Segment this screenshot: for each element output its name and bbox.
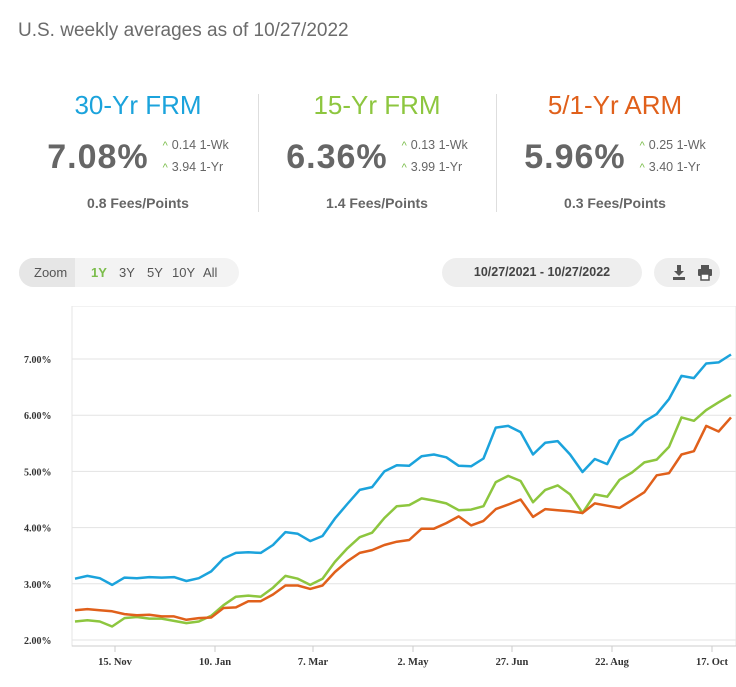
zoom-5y-button[interactable]: 5Y — [147, 265, 163, 280]
print-icon[interactable] — [698, 265, 712, 281]
rate-card-arm: 5/1-Yr ARM 5.96% ^ 0.25 1-Wk ^ 3.40 1-Yr 0… — [496, 90, 734, 211]
zoom-all-button[interactable]: All — [203, 265, 218, 280]
x-tick-label: 10. Jan — [199, 657, 231, 668]
x-tick-label: 27. Jun — [496, 657, 529, 668]
rate-value: 6.36% — [286, 137, 388, 176]
weekly-change: 0.25 1-Wk — [648, 138, 706, 152]
zoom-3y-button[interactable]: 3Y — [119, 265, 135, 280]
y-tick-label: 7.00% — [24, 355, 52, 366]
weekly-change: 0.13 1-Wk — [410, 138, 468, 152]
fees-points: 0.8 Fees/Points — [87, 195, 189, 211]
up-arrow-icon: ^ — [639, 140, 645, 152]
rate-name: 15-Yr FRM — [313, 90, 441, 120]
x-tick-label: 22. Aug — [595, 657, 630, 668]
x-tick-label: 15. Nov — [98, 657, 133, 668]
page-title: U.S. weekly averages as of 10/27/2022 — [18, 20, 349, 41]
download-icon[interactable] — [673, 265, 685, 280]
yearly-change: 3.94 1-Yr — [171, 160, 224, 174]
yearly-change: 3.99 1-Yr — [410, 160, 463, 174]
zoom-1y-button[interactable]: 1Y — [91, 265, 107, 280]
up-arrow-icon: ^ — [401, 140, 407, 152]
x-tick-label: 2. May — [398, 657, 430, 668]
up-arrow-icon: ^ — [162, 140, 168, 152]
y-tick-label: 4.00% — [24, 524, 52, 535]
rate-name: 30-Yr FRM — [74, 90, 202, 120]
x-tick-label: 17. Oct — [696, 657, 729, 668]
up-arrow-icon: ^ — [401, 162, 407, 174]
weekly-change: 0.14 1-Wk — [171, 138, 229, 152]
y-tick-label: 2.00% — [24, 636, 52, 647]
yearly-change: 3.40 1-Yr — [648, 160, 701, 174]
plot-background — [71, 305, 736, 647]
y-tick-label: 6.00% — [24, 411, 52, 422]
fees-points: 1.4 Fees/Points — [326, 195, 428, 211]
rate-card-15yr: 15-Yr FRM 6.36% ^ 0.13 1-Wk ^ 3.99 1-Yr 1.… — [258, 90, 496, 211]
x-tick-label: 7. Mar — [298, 657, 329, 668]
rate-card-30yr: 30-Yr FRM 7.08% ^ 0.14 1-Wk ^ 3.94 1-Yr 0.… — [19, 90, 257, 211]
series-line-1 — [74, 393, 732, 628]
divider — [258, 94, 259, 212]
date-range-button[interactable]: 10/27/2021 - 10/27/2022 — [442, 258, 642, 287]
rate-value: 5.96% — [524, 137, 626, 176]
up-arrow-icon: ^ — [162, 162, 168, 174]
zoom-10y-button[interactable]: 10Y — [172, 265, 196, 280]
zoom-bar: Zoom 1Y 3Y 5Y 10Y All — [19, 258, 239, 287]
series-line-2 — [74, 416, 732, 622]
zoom-label: Zoom — [34, 265, 68, 280]
rate-name: 5/1-Yr ARM — [547, 90, 683, 120]
y-tick-label: 3.00% — [24, 580, 52, 591]
y-tick-label: 5.00% — [24, 467, 52, 478]
up-arrow-icon: ^ — [639, 162, 645, 174]
series-line-0 — [74, 353, 732, 587]
chart-tools — [654, 258, 720, 287]
rate-value: 7.08% — [47, 137, 149, 176]
rates-chart: 2.00% 3.00% 4.00% 5.00% 6.00% 7.00% 15. Nov 10.… — [24, 305, 736, 668]
fees-points: 0.3 Fees/Points — [564, 195, 666, 211]
divider — [496, 94, 497, 212]
chart-area: 2.00% 3.00% 4.00% 5.00% 6.00% 7.00% 15. Nov 10.… — [0, 305, 736, 687]
zoom-label-bg — [19, 258, 75, 287]
